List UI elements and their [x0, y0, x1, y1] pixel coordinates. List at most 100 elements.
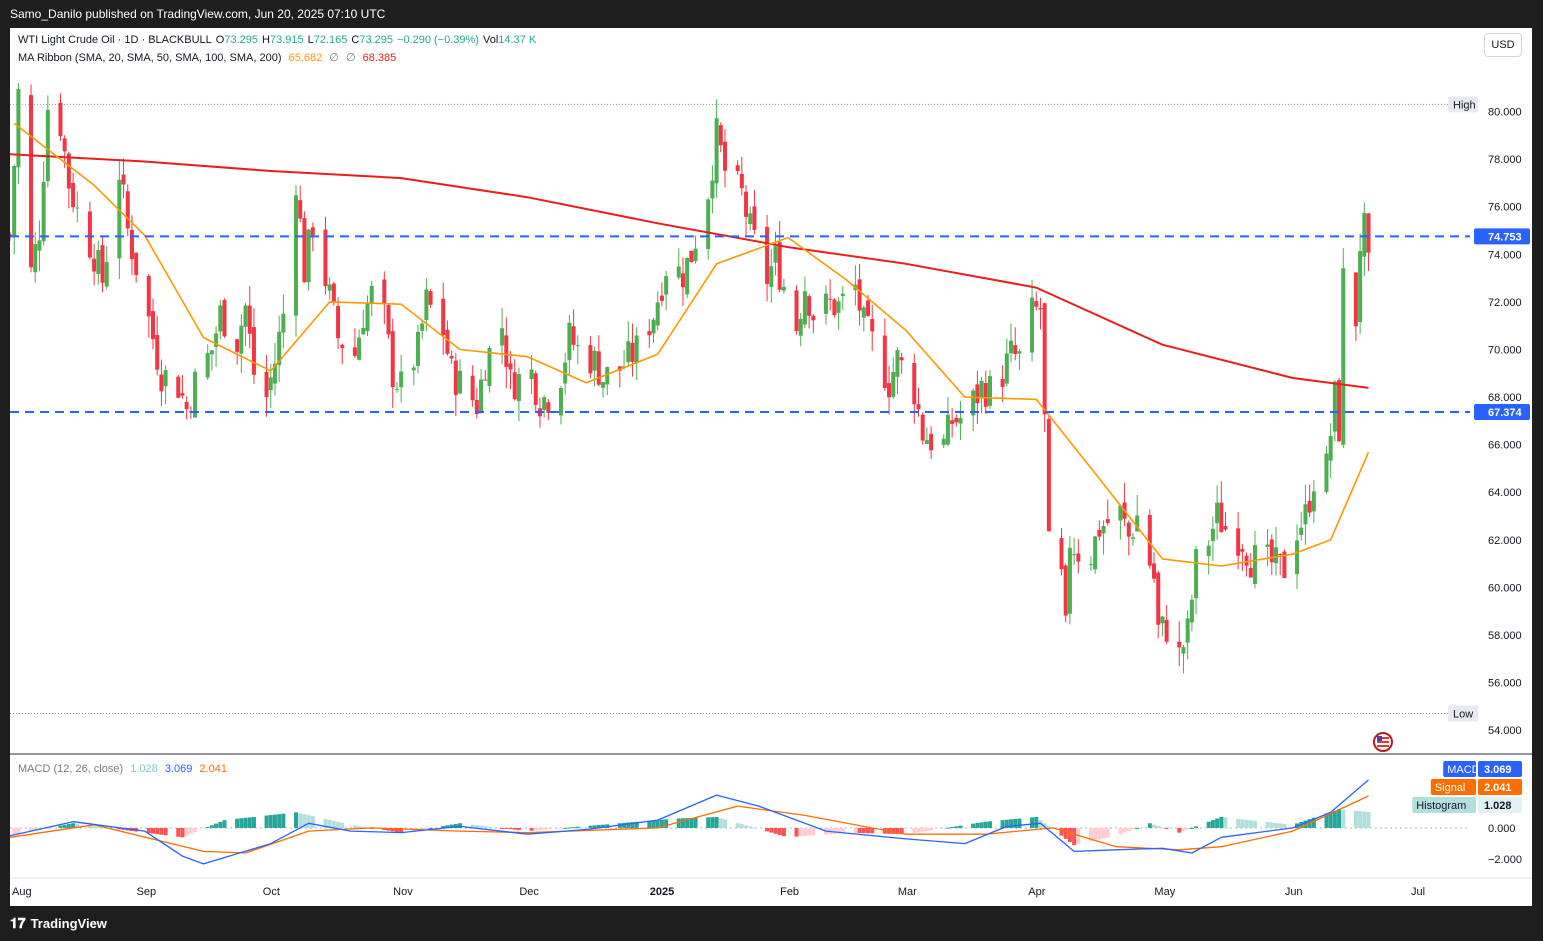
- footer: 𝟏𝟕 TradingView: [10, 912, 107, 934]
- macd-histogram-bar: [916, 827, 921, 833]
- macd-histogram-bar: [1353, 810, 1358, 828]
- candle-body: [1282, 551, 1287, 579]
- chart-svg[interactable]: 54.000 56.000 58.000 60.000 62.000 64.000 66.0…: [10, 28, 1532, 906]
- macd-histogram-bar: [331, 820, 336, 828]
- macd-signal-line: [10, 795, 1369, 854]
- candle-body: [1362, 212, 1367, 257]
- macd-histogram-bar: [474, 825, 479, 828]
- macd-histogram-bar: [596, 824, 601, 828]
- macd-histogram-bar: [575, 826, 580, 828]
- macd-histogram-bar: [1126, 827, 1131, 832]
- macd-histogram-bar: [811, 827, 816, 836]
- macd-histogram-bar: [735, 822, 740, 828]
- currency-button[interactable]: USD: [1484, 33, 1522, 57]
- candle-body: [235, 339, 240, 352]
- candle-body: [1324, 453, 1329, 492]
- candle-body: [386, 305, 391, 335]
- candle-body: [184, 402, 189, 410]
- macd-histogram-bar: [239, 818, 244, 828]
- candle-body: [1160, 616, 1165, 624]
- chart-frame[interactable]: 54.000 56.000 58.000 60.000 62.000 64.000 66.0…: [10, 28, 1532, 906]
- candle-body: [744, 191, 749, 217]
- time-tick-label: Oct: [263, 886, 280, 898]
- macd-histogram-bar: [58, 825, 63, 828]
- candle-body: [685, 257, 690, 295]
- price-tick-label: 74.000: [1488, 249, 1522, 261]
- candle-body: [487, 347, 492, 387]
- macd-histogram-bar: [294, 812, 299, 828]
- histogram-badge-label: Histogram: [1416, 800, 1466, 812]
- macd-histogram-bar: [281, 813, 286, 828]
- candle-body: [96, 250, 101, 274]
- candle-body: [693, 248, 698, 262]
- extreme-label-bg: [1448, 96, 1478, 113]
- macd-histogram-bar: [807, 827, 812, 836]
- candle-body: [899, 357, 904, 361]
- candle-body: [159, 374, 164, 392]
- macd-histogram-bar: [1303, 820, 1308, 828]
- candle-body: [979, 380, 984, 398]
- macd-histogram-bar: [1034, 817, 1039, 828]
- candle-body: [37, 240, 42, 251]
- price-legend: WTI Light Crude Oil · 1D · BLACKBULL O73.…: [18, 34, 540, 46]
- macd-histogram-bar: [306, 815, 311, 828]
- candle-body: [205, 353, 210, 378]
- candle-body: [1030, 297, 1035, 353]
- macd-histogram-bar: [929, 827, 934, 831]
- macd-histogram-bar: [75, 823, 80, 828]
- close-label: C: [351, 34, 360, 46]
- level-label-bg: [1474, 228, 1530, 245]
- candle-body: [323, 229, 328, 287]
- candle-body: [134, 252, 139, 276]
- candle-body: [512, 372, 517, 400]
- candle-body: [155, 335, 160, 370]
- macd-histogram-bar: [773, 827, 778, 834]
- candle-body: [945, 414, 950, 445]
- candle-body: [1101, 526, 1106, 534]
- candle-body: [479, 379, 484, 412]
- price-tick-label: 62.000: [1488, 535, 1522, 547]
- candle-body: [71, 183, 76, 208]
- candle-body: [723, 141, 728, 171]
- candle-body: [281, 313, 286, 333]
- candle-body: [605, 367, 610, 385]
- macd-histogram-bar: [1067, 827, 1072, 843]
- candle-body: [390, 331, 395, 388]
- candle-body: [1206, 545, 1211, 557]
- candle-body: [1046, 418, 1051, 532]
- candle-body: [798, 318, 803, 336]
- candle-body: [929, 433, 934, 451]
- macd-histogram-bar: [558, 827, 563, 829]
- candle-body: [424, 289, 429, 321]
- candle-body: [33, 244, 38, 273]
- macd-hist-value: 1.028: [130, 763, 158, 775]
- candle-body: [1000, 379, 1005, 387]
- candle-body: [664, 276, 669, 295]
- candle-body: [62, 138, 67, 152]
- candle-body: [268, 377, 273, 391]
- candle-body: [542, 397, 547, 410]
- price-tick-label: 72.000: [1488, 297, 1522, 309]
- candle-body: [1147, 514, 1152, 566]
- candle-body: [828, 298, 833, 300]
- price-tick-label: 66.000: [1488, 440, 1522, 452]
- candle-body: [1269, 539, 1274, 563]
- macd-histogram-bar: [744, 825, 749, 828]
- candle-body: [264, 371, 269, 398]
- histogram-badge-value-bg: [1478, 797, 1522, 813]
- macd-histogram-bar: [1097, 827, 1102, 840]
- candle-body: [369, 285, 374, 303]
- macd-histogram-bar: [117, 827, 122, 830]
- macd-histogram-bar: [954, 826, 959, 828]
- macd-histogram-bar: [1177, 827, 1182, 833]
- macd-histogram-bar: [1000, 820, 1005, 828]
- macd-histogram-bar: [487, 826, 492, 828]
- macd-histogram-bar: [626, 822, 631, 828]
- candle-body: [735, 165, 740, 172]
- candle-body: [941, 438, 946, 445]
- macd-histogram-bar: [592, 825, 597, 828]
- time-tick-label: May: [1154, 886, 1175, 898]
- volume-value: 14.37 K: [498, 34, 537, 46]
- macd-histogram-bar: [1324, 813, 1329, 828]
- macd-histogram-bar: [769, 827, 774, 833]
